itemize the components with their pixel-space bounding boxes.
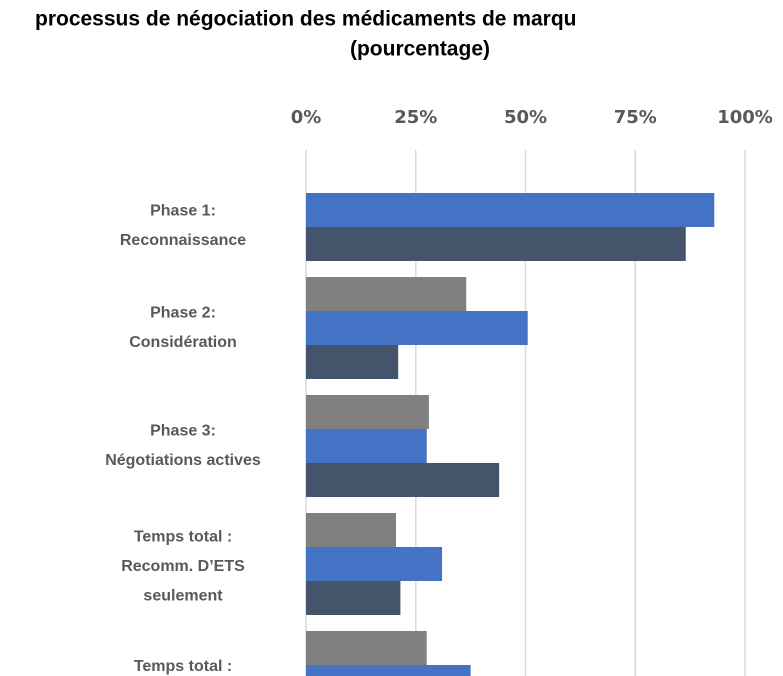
- y-tick-label: Négotiations actives: [105, 452, 261, 469]
- y-tick-label: Recomm. D’ETS: [121, 558, 245, 575]
- y-tick-label: Temps total :: [134, 529, 232, 546]
- y-tick-label: Phase 2:: [150, 304, 216, 321]
- y-tick-label: Considération: [129, 334, 237, 351]
- x-tick-label: 25%: [394, 107, 437, 128]
- bar: [306, 395, 429, 429]
- bar: [306, 193, 715, 227]
- y-tick-label: Reconnaissance: [120, 232, 246, 249]
- y-tick-label: Phase 1:: [150, 202, 216, 219]
- y-tick-label: Phase 3:: [150, 422, 216, 439]
- bar: [306, 631, 427, 665]
- x-tick-label: 0%: [291, 107, 322, 128]
- x-tick-label: 100%: [717, 107, 773, 128]
- bar: [306, 345, 399, 379]
- bar: [306, 227, 686, 261]
- y-tick-label: seulement: [143, 588, 223, 605]
- chart-title: processus de négociation des médicaments…: [35, 8, 577, 31]
- x-tick-label: 50%: [504, 107, 547, 128]
- bar: [306, 513, 396, 547]
- bar: [306, 429, 427, 463]
- bar: [306, 547, 443, 581]
- bar: [306, 463, 500, 497]
- y-tick-label: Temps total :: [134, 658, 232, 675]
- bar: [306, 581, 401, 615]
- bar: [306, 665, 471, 676]
- bar: [306, 311, 528, 345]
- bar: [306, 277, 467, 311]
- chart-title: (pourcentage): [350, 38, 490, 61]
- x-tick-label: 75%: [614, 107, 657, 128]
